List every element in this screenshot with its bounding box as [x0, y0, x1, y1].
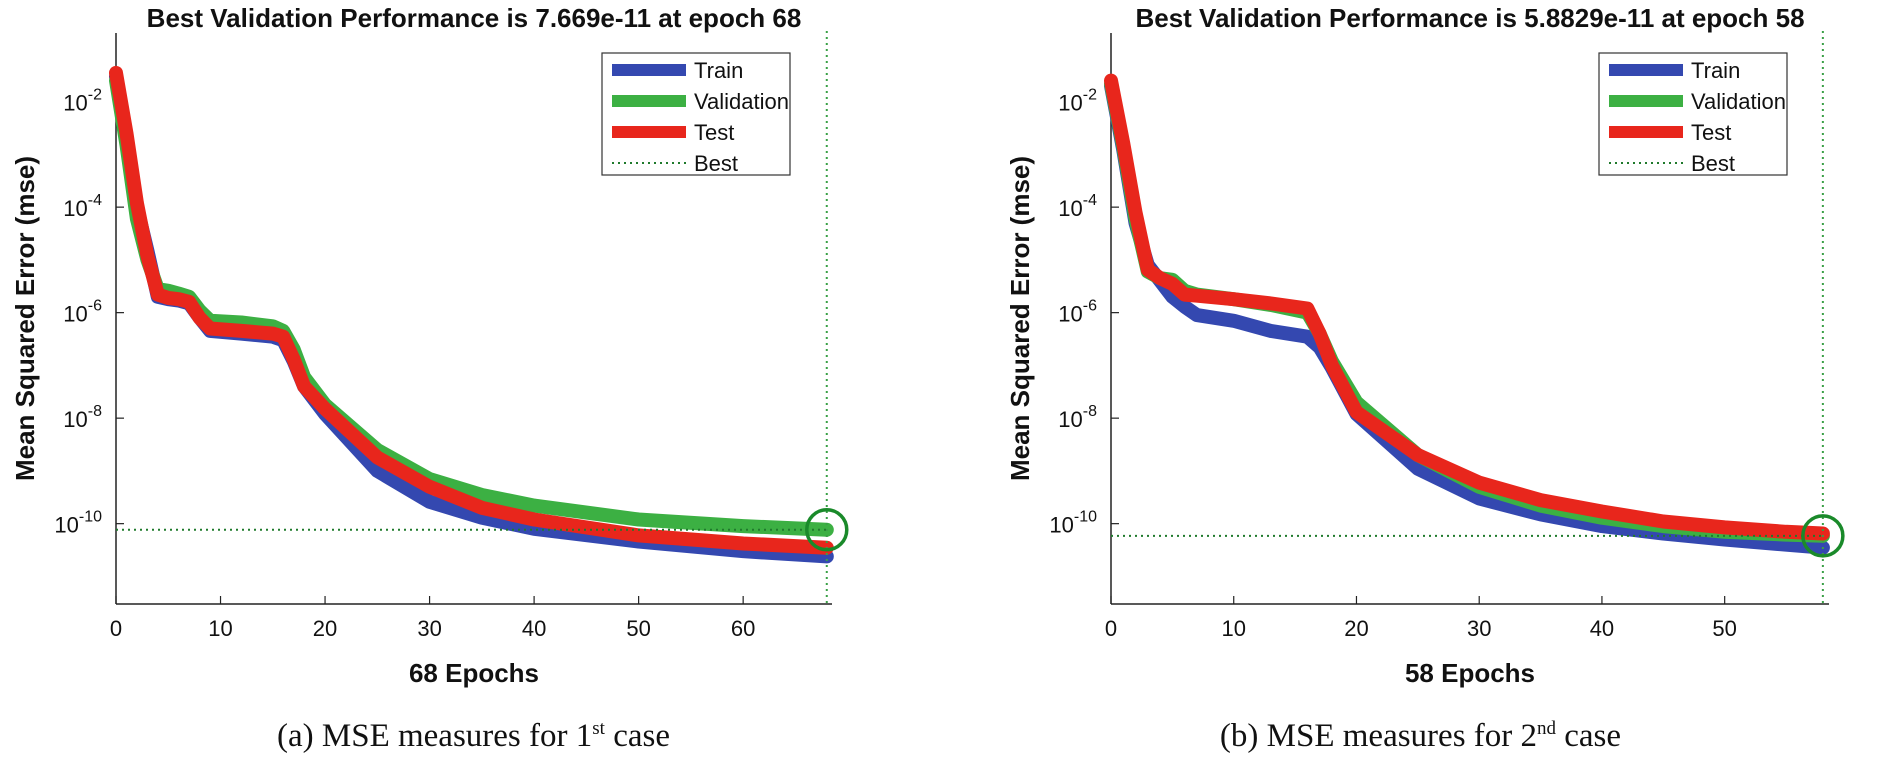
y-tick-label: 10-8 — [63, 403, 102, 432]
chart-a-ylabel: Mean Squared Error (mse) — [10, 156, 40, 481]
x-tick-label: 0 — [110, 616, 122, 641]
y-tick-label: 10-10 — [1049, 509, 1097, 538]
caption-b: (b) MSE measures for 2nd case — [947, 718, 1894, 755]
series-line-test — [1104, 73, 1830, 541]
y-tick-label: 10-2 — [1058, 87, 1097, 116]
y-tick-label: 10-4 — [63, 192, 102, 221]
series-line-test — [109, 65, 834, 555]
caption-a-sup: st — [592, 718, 605, 739]
x-tick-label: 10 — [208, 616, 232, 641]
caption-a-tail: case — [604, 718, 670, 754]
legend-label: Validation — [1691, 89, 1786, 114]
caption-b-label: (b) MSE measures for 2 — [1219, 718, 1538, 754]
chart-b-xlabel: 58 Epochs — [1405, 658, 1535, 688]
y-tick-label: 10-6 — [63, 298, 102, 327]
y-tick-label: 10-2 — [63, 87, 102, 116]
y-tick-label: 10-10 — [54, 509, 102, 538]
legend-label: Best — [694, 151, 738, 176]
y-tick-label: 10-4 — [1058, 192, 1097, 221]
chart-a-xlabel: 68 Epochs — [409, 658, 539, 688]
y-tick-label: 10-8 — [1058, 403, 1097, 432]
chart-b: Best Validation Performance is 5.8829e-1… — [1005, 3, 1845, 688]
x-tick-label: 50 — [626, 616, 650, 641]
chart-b-ylabel: Mean Squared Error (mse) — [1005, 156, 1035, 481]
x-tick-label: 30 — [417, 616, 441, 641]
x-tick-label: 20 — [313, 616, 337, 641]
legend-label: Train — [694, 58, 743, 83]
chart-b-title: Best Validation Performance is 5.8829e-1… — [1135, 3, 1804, 33]
caption-b-tail: case — [1556, 718, 1622, 754]
x-tick-label: 20 — [1344, 616, 1368, 641]
x-tick-label: 60 — [731, 616, 755, 641]
x-tick-label: 50 — [1712, 616, 1736, 641]
legend-label: Validation — [694, 89, 789, 114]
x-tick-label: 10 — [1221, 616, 1245, 641]
chart-a-title: Best Validation Performance is 7.669e-11… — [147, 3, 802, 33]
best-point-marker — [805, 507, 849, 552]
x-tick-label: 0 — [1105, 616, 1117, 641]
legend-label: Best — [1691, 151, 1735, 176]
best-point-marker — [1801, 514, 1845, 558]
x-tick-label: 40 — [522, 616, 546, 641]
x-tick-label: 40 — [1590, 616, 1614, 641]
x-tick-label: 30 — [1467, 616, 1491, 641]
legend-label: Test — [694, 120, 734, 145]
caption-a-label: (a) MSE measures for 1 — [277, 718, 593, 754]
caption-b-sup: nd — [1537, 718, 1557, 739]
y-tick-label: 10-6 — [1058, 298, 1097, 327]
caption-a: (a) MSE measures for 1st case — [0, 718, 947, 755]
chart-a: Best Validation Performance is 7.669e-11… — [10, 3, 849, 688]
legend-label: Train — [1691, 58, 1740, 83]
legend-label: Test — [1691, 120, 1731, 145]
